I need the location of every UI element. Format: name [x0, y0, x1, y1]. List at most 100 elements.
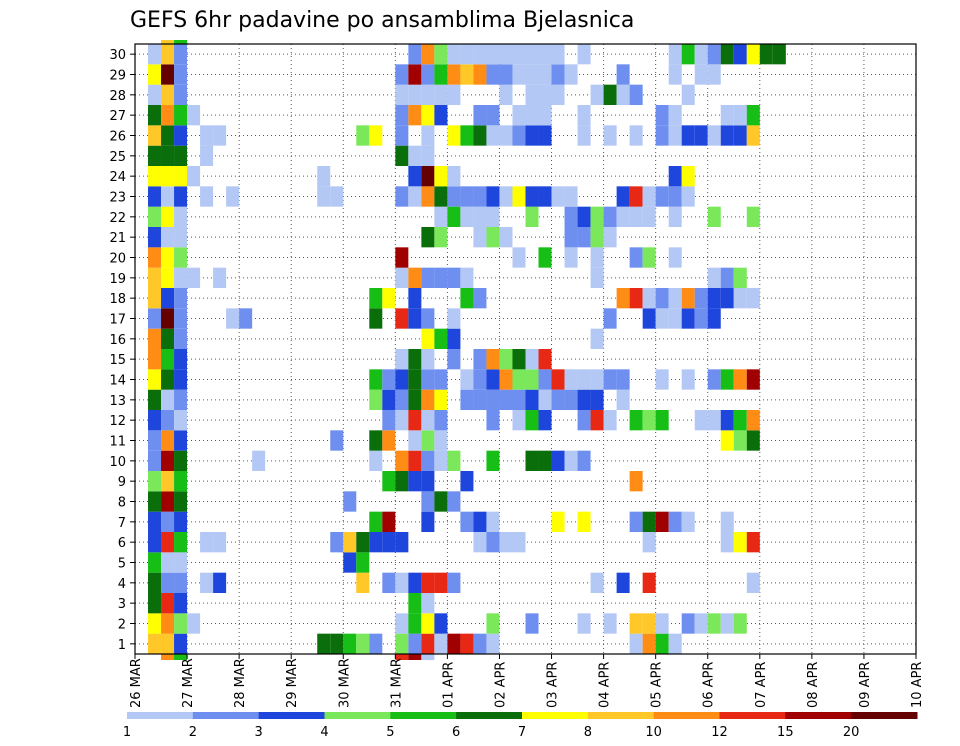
- y-tick-label: 24: [109, 170, 126, 185]
- y-tick-label: 15: [109, 353, 126, 368]
- x-tick-label: 27 MAR: [181, 658, 196, 708]
- data-cell: [408, 430, 422, 451]
- data-cell: [447, 267, 461, 288]
- data-cell: [499, 389, 513, 410]
- data-cell: [538, 369, 552, 390]
- data-cell: [746, 532, 760, 553]
- data-cell: [161, 145, 175, 166]
- y-tick-label: 4: [118, 577, 126, 592]
- data-cell: [681, 84, 695, 105]
- data-cell: [642, 206, 656, 227]
- data-cell: [525, 44, 539, 65]
- data-cell: [174, 552, 188, 573]
- data-cell: [148, 166, 162, 187]
- data-cell: [681, 166, 695, 187]
- data-cell: [499, 125, 513, 146]
- data-cell: [148, 105, 162, 126]
- data-cell: [161, 389, 175, 410]
- data-cell: [174, 613, 188, 634]
- data-cell: [473, 64, 487, 85]
- data-cell: [213, 532, 227, 553]
- x-tick-label: 10 APR: [910, 662, 925, 708]
- data-cell: [668, 166, 682, 187]
- data-cell: [590, 206, 604, 227]
- data-cell: [356, 633, 370, 654]
- data-cell: [733, 267, 747, 288]
- data-cell: [707, 613, 721, 634]
- data-cell: [616, 186, 630, 207]
- data-cell: [460, 389, 474, 410]
- data-cell: [148, 430, 162, 451]
- data-cell: [434, 267, 448, 288]
- data-cell: [330, 532, 344, 553]
- data-cell: [733, 613, 747, 634]
- data-cell: [330, 633, 344, 654]
- data-cell: [525, 105, 539, 126]
- data-cell: [525, 206, 539, 227]
- x-tick-label: 26 MAR: [129, 658, 144, 708]
- data-cell: [395, 125, 409, 146]
- data-cell: [642, 613, 656, 634]
- data-cell: [408, 633, 422, 654]
- data-cell: [629, 206, 643, 227]
- data-cell: [772, 44, 786, 65]
- data-cell: [538, 247, 552, 268]
- data-cell: [720, 511, 734, 532]
- data-cell: [161, 166, 175, 187]
- data-cell: [148, 125, 162, 146]
- data-cell: [629, 288, 643, 309]
- data-cell: [421, 593, 435, 614]
- data-cell: [473, 389, 487, 410]
- data-cell: [655, 410, 669, 431]
- data-cell: [213, 572, 227, 593]
- data-cell: [629, 186, 643, 207]
- data-cell: [174, 288, 188, 309]
- data-cell: [655, 633, 669, 654]
- data-cell: [161, 410, 175, 431]
- data-cell: [421, 64, 435, 85]
- legend-label: 3: [255, 725, 263, 740]
- data-cell: [447, 308, 461, 329]
- y-tick-label: 30: [109, 48, 126, 63]
- data-cell: [161, 227, 175, 248]
- data-cell: [434, 491, 448, 512]
- data-cell: [538, 450, 552, 471]
- data-cell: [538, 186, 552, 207]
- data-cell: [512, 125, 526, 146]
- y-tick-label: 20: [109, 252, 126, 267]
- x-tick-label: 07 APR: [754, 662, 769, 708]
- data-cell: [421, 145, 435, 166]
- data-cell: [434, 389, 448, 410]
- data-cell: [148, 552, 162, 573]
- data-cell: [473, 349, 487, 370]
- data-cell: [382, 572, 396, 593]
- data-cell: [590, 410, 604, 431]
- data-cell: [525, 84, 539, 105]
- data-cell: [174, 247, 188, 268]
- data-cell: [460, 633, 474, 654]
- data-cell: [668, 308, 682, 329]
- data-cell: [603, 227, 617, 248]
- data-cell: [694, 613, 708, 634]
- data-cell: [603, 410, 617, 431]
- data-cell: [382, 532, 396, 553]
- data-cell: [447, 572, 461, 593]
- data-cell: [577, 206, 591, 227]
- data-cell: [486, 186, 500, 207]
- y-tick-label: 9: [118, 475, 126, 490]
- data-cell: [538, 105, 552, 126]
- data-cell: [603, 125, 617, 146]
- data-cell: [473, 511, 487, 532]
- data-cell: [187, 105, 201, 126]
- data-cell: [590, 267, 604, 288]
- data-cell: [148, 44, 162, 65]
- data-cell: [395, 389, 409, 410]
- data-cell: [603, 84, 617, 105]
- data-cell: [577, 410, 591, 431]
- data-cell: [564, 389, 578, 410]
- data-cell: [668, 633, 682, 654]
- data-cell: [161, 267, 175, 288]
- data-cell: [525, 389, 539, 410]
- data-cell: [746, 410, 760, 431]
